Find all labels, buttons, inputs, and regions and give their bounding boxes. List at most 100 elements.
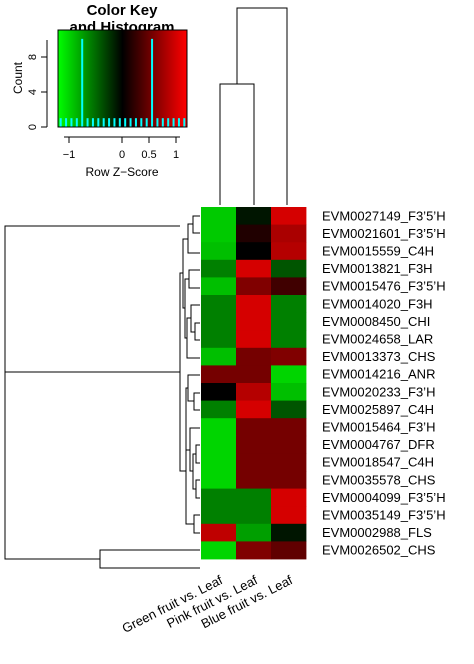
- color-key-title-line1: Color Key: [87, 2, 159, 19]
- color-key-x-tick: 0: [119, 149, 125, 161]
- heatmap-cell: [201, 224, 237, 243]
- heatmap-cell: [271, 312, 307, 331]
- color-key-x-tick: 0.5: [141, 149, 156, 161]
- heatmap-cell: [201, 453, 237, 472]
- heatmap-cell: [201, 418, 237, 437]
- heatmap-cell: [236, 347, 272, 366]
- heatmap-cell: [236, 435, 272, 454]
- heatmap-cell: [271, 224, 307, 243]
- heatmap-cell: [236, 418, 272, 437]
- color-key-gradient: [58, 30, 187, 127]
- color-key-x-label: Row Z−Score: [85, 165, 158, 179]
- color-key-frame: [57, 29, 188, 128]
- row-label: EVM0026502_CHS: [322, 543, 436, 558]
- heatmap-cell: [236, 242, 272, 261]
- heatmap-cell: [236, 259, 272, 278]
- heatmap-cell: [236, 400, 272, 419]
- color-key-x-tick: −1: [63, 149, 76, 161]
- heatmap-cell: [271, 471, 307, 489]
- heatmap-cell: [271, 488, 307, 507]
- row-label: EVM0002988_FLS: [322, 525, 432, 540]
- heatmap-cell: [236, 488, 272, 507]
- heatmap-cell: [201, 435, 237, 454]
- heatmap-cell: [236, 224, 272, 243]
- heatmap-cell: [271, 541, 307, 560]
- row-label: EVM0013821_F3H: [322, 261, 433, 276]
- heatmap-cell: [271, 347, 307, 366]
- heatmap-cell: [201, 506, 237, 525]
- heatmap-cell: [271, 506, 307, 525]
- row-label: EVM0013373_CHS: [322, 349, 436, 364]
- row-label: EVM0024658_LAR: [322, 332, 433, 347]
- heatmap-cell: [201, 541, 237, 560]
- heatmap-cell: [236, 312, 272, 331]
- row-label: EVM0020233_F3’H: [322, 384, 435, 399]
- heatmap-cell: [236, 277, 272, 296]
- heatmap-cell: [201, 330, 237, 349]
- row-label: EVM0035578_CHS: [322, 472, 436, 487]
- row-label: EVM0004099_F3’5’H: [322, 490, 446, 505]
- row-label: EVM0014216_ANR: [322, 367, 435, 382]
- heatmap-cell: [271, 418, 307, 437]
- row-label: EVM0018547_C4H: [322, 455, 434, 470]
- heatmap-cell: [201, 400, 237, 419]
- row-label: EVM0025897_C4H: [322, 402, 434, 417]
- heatmap-cell: [201, 383, 237, 401]
- row-label: EVM0015476_F3’5’H: [322, 279, 446, 294]
- row-label: EVM0021601_F3’5’H: [322, 226, 446, 241]
- heatmap-cell: [236, 453, 272, 472]
- heatmap-cell: [271, 365, 307, 384]
- color-key-x-axis: −1 0 0.5 1 Row Z−Score: [63, 136, 180, 179]
- heatmap-cell: [201, 242, 237, 261]
- heatmap-cell: [271, 400, 307, 419]
- heatmap-cell: [271, 242, 307, 261]
- heatmap-cell: [236, 506, 272, 525]
- heatmap-cell: [201, 277, 237, 296]
- heatmap-cell: [201, 312, 237, 331]
- row-labels: EVM0027149_F3’5’H EVM0021601_F3’5’H EVM001…: [322, 208, 446, 557]
- heatmap-cell: [201, 259, 237, 278]
- color-key-y-axis: 0 4 8 Count: [11, 40, 48, 130]
- heatmap-cell: [271, 383, 307, 401]
- heatmap-cell: [201, 347, 237, 366]
- color-key-histogram: [59, 38, 186, 127]
- heatmap-cell: [201, 295, 237, 313]
- heatmap-cell: [271, 277, 307, 296]
- heatmap-cell: [271, 330, 307, 349]
- heatmap-cell: [201, 523, 237, 542]
- row-label: EVM0015464_F3’H: [322, 420, 435, 435]
- heatmap-cell: [236, 330, 272, 349]
- color-key-y-label: Count: [11, 61, 25, 94]
- row-label: EVM0027149_F3’5’H: [322, 208, 446, 223]
- row-dendrogram: [4, 215, 200, 569]
- heatmap-cell: [236, 541, 272, 560]
- row-label: EVM0035149_F3’5’H: [322, 508, 446, 523]
- color-key-y-tick: 8: [27, 54, 39, 60]
- heatmap-cell: [271, 523, 307, 542]
- row-label: EVM0014020_F3H: [322, 296, 433, 311]
- heatmap-cell: [201, 488, 237, 507]
- heatmap-cell: [236, 295, 272, 313]
- row-label: EVM0004767_DFR: [322, 437, 435, 452]
- heatmap-cell: [236, 207, 272, 225]
- heatmap-cell: [201, 207, 237, 225]
- row-label: EVM0008450_CHI: [322, 314, 430, 329]
- heatmap-cell: [271, 295, 307, 313]
- row-label: EVM0015559_C4H: [322, 244, 434, 259]
- heatmap-cell: [271, 453, 307, 472]
- heatmap-cell: [236, 383, 272, 401]
- heatmap-cell: [236, 365, 272, 384]
- color-key-y-tick: 0: [27, 124, 39, 130]
- heatmap-cell: [271, 207, 307, 225]
- heatmap-cell: [201, 365, 237, 384]
- color-key-x-tick: 1: [173, 149, 179, 161]
- heatmap-cells: [201, 207, 307, 560]
- column-dendrogram: [219, 7, 288, 205]
- heatmap-cell: [236, 471, 272, 489]
- heatmap-cell: [271, 435, 307, 454]
- color-key-y-tick: 4: [27, 89, 39, 95]
- heatmap-cell: [271, 259, 307, 278]
- heatmap-cell: [236, 523, 272, 542]
